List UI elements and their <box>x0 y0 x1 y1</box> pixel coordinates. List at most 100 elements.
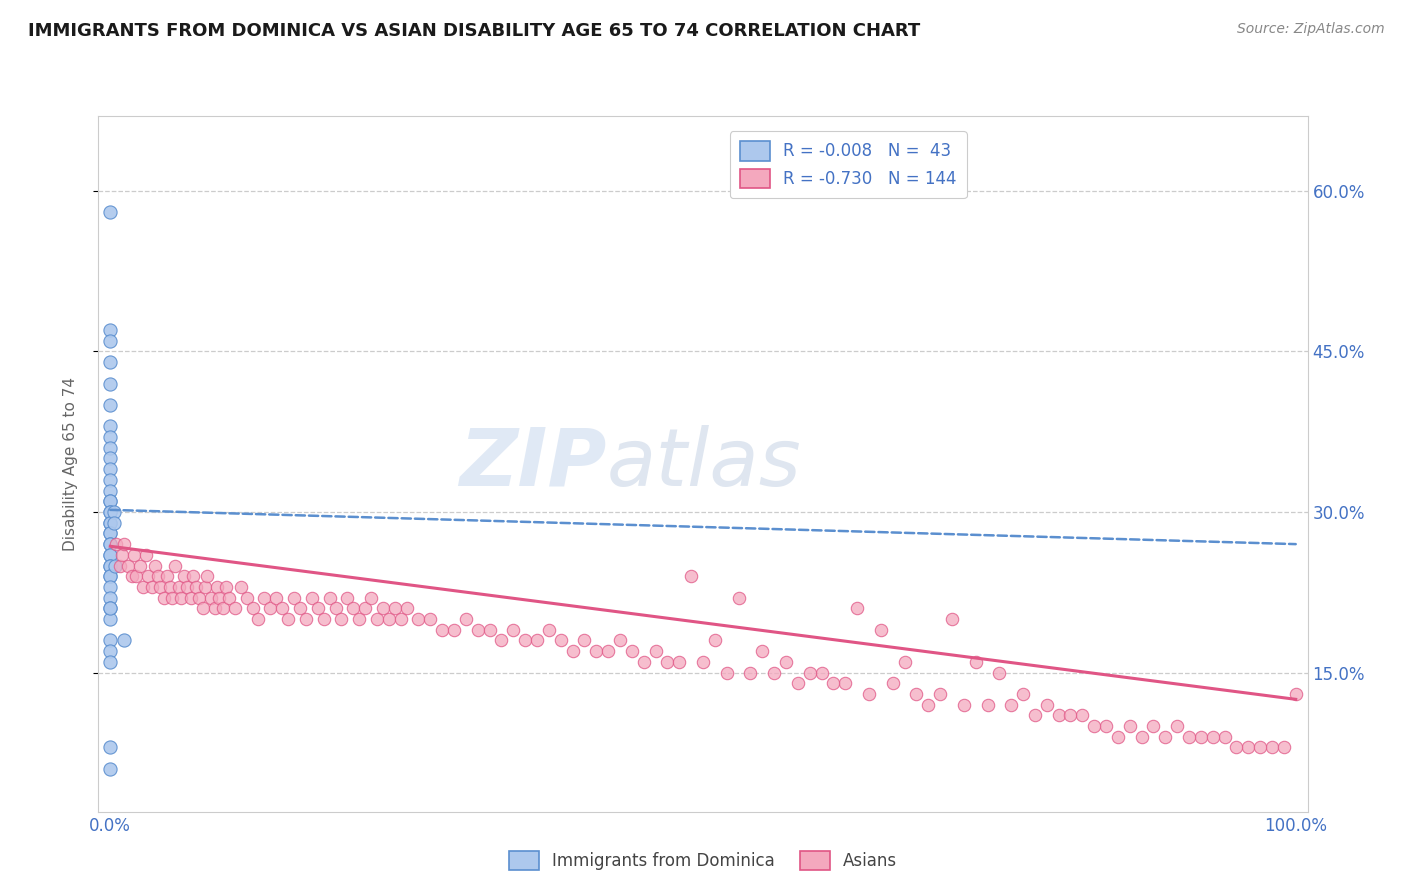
Point <box>432 623 454 637</box>
Point <box>810 665 832 680</box>
Point <box>1083 719 1105 733</box>
Point <box>941 612 963 626</box>
Point <box>846 601 869 615</box>
Point <box>1237 740 1260 755</box>
Point <box>197 569 219 583</box>
Point <box>98 430 121 444</box>
Point <box>98 494 121 508</box>
Point <box>121 569 143 583</box>
Point <box>170 591 193 605</box>
Point <box>143 558 166 573</box>
Point <box>330 612 353 626</box>
Point <box>136 569 159 583</box>
Point <box>384 601 406 615</box>
Point <box>160 591 183 605</box>
Point <box>681 569 703 583</box>
Point <box>703 633 725 648</box>
Point <box>1047 708 1070 723</box>
Point <box>1119 719 1142 733</box>
Point <box>478 623 501 637</box>
Point <box>208 591 231 605</box>
Point <box>1107 730 1129 744</box>
Point <box>585 644 607 658</box>
Y-axis label: Disability Age 65 to 74: Disability Age 65 to 74 <box>63 376 77 551</box>
Point <box>318 591 340 605</box>
Point <box>454 612 477 626</box>
Point <box>1024 708 1046 723</box>
Point <box>98 569 121 583</box>
Point <box>1036 698 1059 712</box>
Point <box>98 537 121 551</box>
Point <box>727 591 749 605</box>
Point <box>295 612 318 626</box>
Point <box>98 655 121 669</box>
Point <box>515 633 537 648</box>
Point <box>419 612 441 626</box>
Point <box>893 655 915 669</box>
Point <box>716 665 738 680</box>
Point <box>180 591 202 605</box>
Point <box>98 334 121 348</box>
Point <box>98 494 121 508</box>
Point <box>98 537 121 551</box>
Point <box>259 601 281 615</box>
Point <box>668 655 690 669</box>
Point <box>181 569 204 583</box>
Point <box>242 601 264 615</box>
Point <box>858 687 880 701</box>
Point <box>98 516 121 530</box>
Point <box>620 644 643 658</box>
Point <box>108 558 131 573</box>
Point <box>312 612 335 626</box>
Point <box>1012 687 1035 701</box>
Point <box>98 505 121 519</box>
Point <box>98 355 121 369</box>
Point <box>98 451 121 466</box>
Point <box>98 462 121 476</box>
Point <box>98 558 121 573</box>
Point <box>247 612 270 626</box>
Point <box>1202 730 1225 744</box>
Point <box>191 601 214 615</box>
Point <box>395 601 418 615</box>
Point <box>537 623 560 637</box>
Point <box>325 601 347 615</box>
Point <box>117 558 139 573</box>
Point <box>114 633 136 648</box>
Point <box>342 601 364 615</box>
Text: Source: ZipAtlas.com: Source: ZipAtlas.com <box>1237 22 1385 37</box>
Point <box>609 633 631 648</box>
Point <box>740 665 762 680</box>
Point <box>1095 719 1118 733</box>
Point <box>751 644 773 658</box>
Point <box>98 398 121 412</box>
Point <box>905 687 928 701</box>
Point <box>98 483 121 498</box>
Point <box>125 569 148 583</box>
Point <box>301 591 323 605</box>
Point <box>98 558 121 573</box>
Point <box>98 376 121 391</box>
Point <box>229 580 252 594</box>
Point <box>633 655 655 669</box>
Point <box>111 548 134 562</box>
Point <box>98 740 121 755</box>
Point <box>1249 740 1271 755</box>
Point <box>389 612 412 626</box>
Point <box>159 580 181 594</box>
Point <box>188 591 211 605</box>
Point <box>218 591 240 605</box>
Point <box>347 612 370 626</box>
Point <box>644 644 666 658</box>
Point <box>212 601 235 615</box>
Point <box>253 591 276 605</box>
Point <box>98 473 121 487</box>
Point <box>882 676 904 690</box>
Point <box>976 698 998 712</box>
Point <box>105 537 128 551</box>
Point <box>408 612 430 626</box>
Legend: Immigrants from Dominica, Asians: Immigrants from Dominica, Asians <box>499 840 907 880</box>
Point <box>869 623 891 637</box>
Point <box>98 601 121 615</box>
Point <box>98 644 121 658</box>
